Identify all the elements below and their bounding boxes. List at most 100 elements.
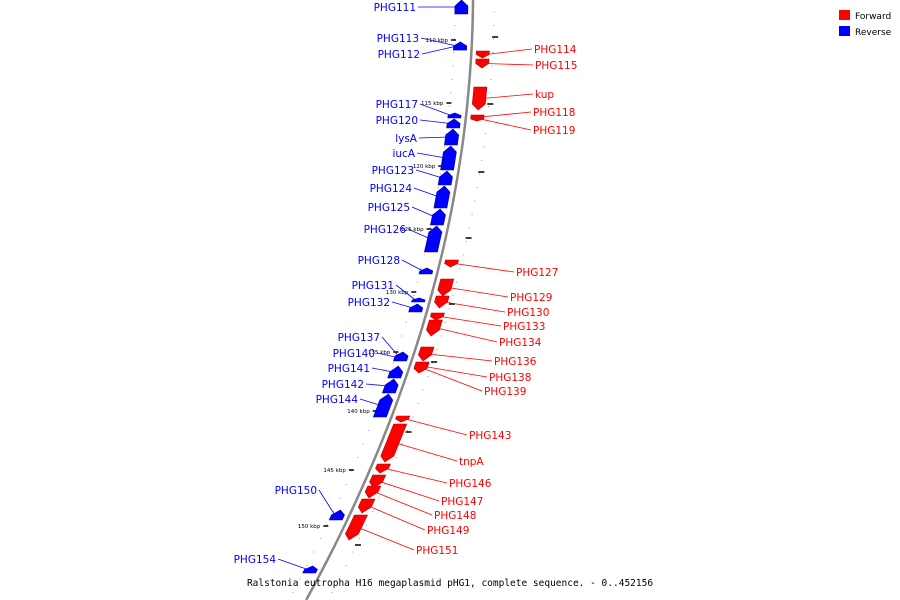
leader-iuca [416, 152, 446, 159]
feature-labels: PHG111 PHG113 PHG112 PHG114 PHG115 kup PHG117 P… [234, 2, 578, 566]
leader-phg141 [371, 367, 394, 373]
leader-phg133 [440, 316, 502, 327]
scale-label: 140 kbp [347, 409, 370, 415]
leader-lysa [418, 136, 449, 139]
feature-label-phg143: PHG143 [469, 430, 511, 442]
feature-label-lysa: lysA [395, 133, 418, 145]
feature-label-phg130: PHG130 [507, 307, 549, 319]
leader-phg146 [385, 468, 448, 484]
leader-phg144 [359, 398, 382, 406]
feature-label-phg119: PHG119 [533, 125, 575, 137]
feature-arrow-phg117 [447, 112, 462, 119]
feature-arrow-phg111 [454, 0, 469, 15]
feature-label-phg114: PHG114 [534, 44, 577, 56]
feature-arrow-phg134 [426, 319, 443, 337]
feature-arrow-phg112 [453, 41, 468, 51]
label-leaders [277, 6, 534, 570]
feature-label-phg113: PHG113 [377, 33, 419, 45]
feature-arrow-lysa [444, 128, 460, 146]
leader-phg125 [411, 206, 436, 218]
leader-tnpa [395, 442, 458, 462]
feature-arrow-phg130 [434, 295, 450, 309]
leader-phg112 [421, 45, 457, 55]
feature-arrow-phg128 [418, 267, 434, 275]
scale-label: 115 kbp [421, 101, 444, 107]
leader-phg128 [401, 259, 424, 272]
feature-label-phg123: PHG123 [372, 165, 414, 177]
leader-phg132 [391, 301, 414, 309]
leader-phg143 [405, 418, 468, 436]
leader-phg126 [407, 228, 431, 240]
leader-phg140 [376, 352, 398, 358]
leader-kup [482, 93, 534, 99]
feature-label-phg142: PHG142 [322, 379, 364, 391]
feature-arrow-phg154 [302, 565, 318, 574]
leader-phg147 [379, 481, 440, 502]
legend-label-reverse: Reverse [855, 28, 892, 38]
leader-phg120 [419, 119, 451, 124]
feature-label-phg133: PHG133 [503, 321, 545, 333]
feature-label-phg125: PHG125 [368, 202, 410, 214]
feature-label-phg112: PHG112 [378, 49, 420, 61]
leader-phg115 [485, 63, 534, 66]
feature-arrow-phg131 [411, 297, 426, 303]
leader-phg134 [436, 327, 498, 343]
scale-label: 130 kbp [386, 290, 409, 296]
feature-arrow-phg136 [418, 346, 435, 362]
map-caption: Ralstonia eutropha H16 megaplasmid pHG1,… [246, 578, 654, 589]
leader-phg124 [413, 187, 440, 198]
leader-phg136 [428, 353, 493, 362]
leader-phg138 [424, 366, 488, 378]
feature-arrow-phg140 [393, 353, 408, 362]
feature-label-phg131: PHG131 [352, 280, 394, 292]
feature-label-tnpa: tnpA [459, 456, 484, 468]
leader-phg123 [415, 169, 443, 179]
backbone-arc [305, 0, 475, 600]
leader-phg129 [448, 287, 509, 298]
feature-label-iuca: iucA [392, 148, 415, 160]
scale-label: 125 kbp [401, 227, 424, 233]
feature-arrow-phg144 [372, 393, 394, 418]
feature-label-phg141: PHG141 [328, 363, 370, 375]
legend-label-forward: Forward [855, 12, 891, 22]
feature-label-phg139: PHG139 [484, 386, 526, 398]
leader-phg130 [444, 301, 506, 313]
feature-label-phg117: PHG117 [376, 99, 418, 111]
feature-label-phg120: PHG120 [376, 115, 418, 127]
feature-arrow-phg141 [387, 365, 404, 379]
feature-arrow-phg115 [475, 58, 490, 69]
feature-label-phg147: PHG147 [441, 496, 483, 508]
leader-phg117 [419, 103, 452, 116]
feature-arrow-kup [471, 86, 488, 111]
scale-label: 145 kbp [323, 468, 346, 474]
feature-arrow-phg148 [364, 485, 382, 499]
feature-label-phg118: PHG118 [533, 107, 575, 119]
feature-label-phg150: PHG150 [275, 485, 317, 497]
leader-phg151 [358, 527, 415, 551]
feature-label-phg126: PHG126 [364, 224, 407, 236]
feature-label-phg136: PHG136 [494, 356, 537, 368]
feature-arrow-iuca [440, 145, 457, 171]
feature-arrow-phg127 [444, 259, 459, 268]
feature-arrow-phg125 [430, 208, 446, 226]
feature-label-phg134: PHG134 [499, 337, 542, 349]
feature-label-phg111: PHG111 [374, 2, 416, 14]
leader-phg142 [365, 383, 389, 387]
legend: Forward Reverse [839, 10, 892, 38]
feature-label-phg138: PHG138 [489, 372, 531, 384]
leader-phg119 [480, 118, 532, 131]
feature-arrow-phg114 [475, 50, 490, 59]
feature-label-phg127: PHG127 [516, 267, 558, 279]
scale-label: 150 kbp [298, 524, 321, 530]
feature-arrow-phg126 [424, 225, 443, 253]
feature-label-phg146: PHG146 [449, 478, 492, 490]
leader-phg137 [381, 336, 399, 357]
legend-swatch-forward [839, 10, 850, 20]
feature-arrow-phg123 [437, 170, 453, 186]
leader-phg149 [368, 505, 426, 531]
scale-label: 120 kbp [413, 164, 436, 170]
feature-arrow-phg139 [413, 363, 429, 374]
leader-phg131 [395, 284, 416, 301]
leader-phg127 [454, 263, 515, 273]
